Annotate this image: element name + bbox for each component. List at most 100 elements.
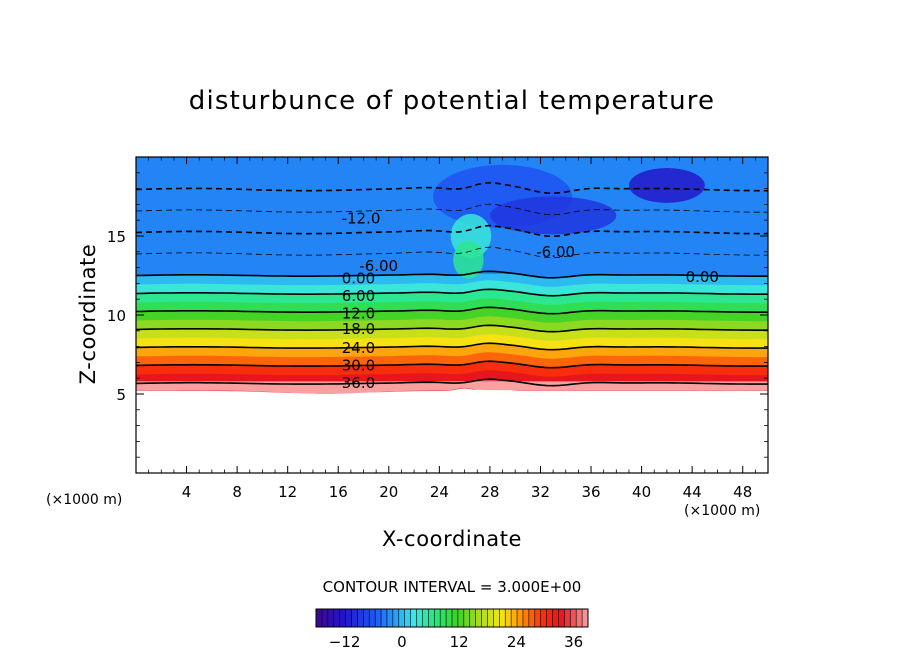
colorbar-swatch (546, 609, 553, 627)
colorbar-swatch (428, 609, 435, 627)
colorbar-swatch (363, 609, 370, 627)
colorbar-swatch (540, 609, 548, 627)
contour-label: 0.00 (686, 268, 719, 286)
colorbar-swatch (452, 609, 459, 627)
contour-label: 0.00 (342, 270, 375, 288)
colorbar-swatch (398, 609, 406, 627)
x-unit-label-left: (×1000 m) (46, 492, 123, 508)
colorbar-swatch (351, 609, 358, 627)
colorbar-swatch (369, 609, 376, 627)
x-tick-label: 16 (329, 483, 348, 501)
colorbar-tick-label: 36 (564, 633, 583, 651)
colorbar-swatch (327, 609, 335, 627)
x-tick-label: 8 (232, 483, 242, 501)
colorbar-frame (315, 608, 589, 628)
contour-label: 24.0 (342, 339, 375, 357)
contour-line (136, 378, 768, 387)
contour-line (136, 306, 768, 315)
contour-label: 6.00 (342, 287, 375, 305)
colorbar-swatch (570, 609, 577, 627)
colorbar-swatch (392, 609, 400, 627)
contour-blob (489, 196, 617, 235)
contour-label: -12.0 (342, 210, 381, 228)
contour-line (136, 324, 768, 333)
colorbar-tick-label: 0 (397, 633, 407, 651)
colorbar-swatch (582, 609, 589, 627)
undefined-region (136, 388, 768, 473)
colorbar-swatch (381, 609, 388, 627)
colorbar-swatch (522, 609, 530, 627)
colorbar-swatch (422, 609, 429, 627)
colorbar-swatch (434, 609, 441, 627)
contour-line (136, 181, 768, 195)
colorbar: −12 0 12 24 36 (315, 608, 589, 651)
y-tick-label: 10 (107, 307, 126, 325)
colorbar-swatch (375, 609, 382, 627)
x-tick-label: 48 (733, 483, 752, 501)
contour-label: 18.0 (342, 320, 375, 338)
colorbar-swatch (463, 609, 471, 627)
colorbar-swatch (321, 609, 329, 627)
colorbar-swatch (528, 609, 536, 627)
colorbar-swatch (564, 609, 571, 627)
contour-fill (136, 157, 768, 473)
x-axis-label: X-coordinate (381, 527, 523, 551)
contour-interval-text: CONTOUR INTERVAL = 3.000E+00 (322, 578, 582, 596)
contour-line (136, 270, 768, 279)
x-tick-label: 36 (581, 483, 600, 501)
colorbar-swatch (404, 609, 412, 627)
x-tick-label: 40 (632, 483, 651, 501)
y-tick-label: 15 (107, 228, 126, 246)
x-tick-label: 44 (683, 483, 702, 501)
colorbar-swatch (552, 609, 559, 627)
colorbar-swatch (457, 609, 465, 627)
colorbar-swatch (493, 609, 500, 627)
x-tick-label: 24 (430, 483, 449, 501)
contour-line (136, 224, 768, 238)
contour-label: 36.0 (342, 374, 375, 392)
x-tick-label: 32 (531, 483, 550, 501)
colorbar-swatch (475, 609, 482, 627)
colorbar-swatch (416, 609, 423, 627)
x-tick-label: 4 (182, 483, 192, 501)
colorbar-swatch (316, 609, 323, 627)
colorbar-tick-label: 12 (450, 633, 469, 651)
colorbar-swatch (517, 609, 524, 627)
x-tick-label: 28 (480, 483, 499, 501)
colorbar-tick-label: −12 (329, 633, 361, 651)
colorbar-swatch (333, 609, 341, 627)
chart-title: disturbunce of potential temperature (188, 86, 716, 116)
contour-lines (136, 181, 768, 387)
colorbar-swatch (481, 609, 488, 627)
contour-label: -6.00 (536, 243, 575, 261)
colorbar-swatch (410, 609, 417, 627)
contour-blob (628, 168, 705, 203)
colorbar-swatch (558, 609, 565, 627)
colorbar-swatch (511, 609, 518, 627)
contour-line (136, 288, 768, 297)
colorbar-swatch (487, 609, 494, 627)
colorbar-swatch (469, 609, 477, 627)
y-tick-label: 5 (116, 386, 126, 404)
contour-line (136, 342, 768, 351)
contour-line (136, 203, 768, 216)
x-unit-label-right: (×1000 m) (684, 503, 761, 519)
colorbar-swatch (446, 609, 453, 627)
contour-label: -6.00 (359, 257, 398, 275)
x-tick-label: 12 (278, 483, 297, 501)
contour-label: 12.0 (342, 304, 375, 322)
contour-line (136, 246, 768, 259)
colorbar-swatch (499, 609, 506, 627)
colorbar-swatch (505, 609, 512, 627)
colorbar-swatch (440, 609, 447, 627)
contour-label: 30.0 (342, 357, 375, 375)
colorbar-tick-label: 24 (507, 633, 526, 651)
colorbar-swatch (345, 609, 352, 627)
colorbar-swatch (386, 609, 394, 627)
x-tick-label: 20 (379, 483, 398, 501)
colorbar-swatch (357, 609, 364, 627)
colorbar-swatch (339, 609, 346, 627)
colorbar-swatch (576, 609, 583, 627)
contour-blob (453, 240, 484, 279)
